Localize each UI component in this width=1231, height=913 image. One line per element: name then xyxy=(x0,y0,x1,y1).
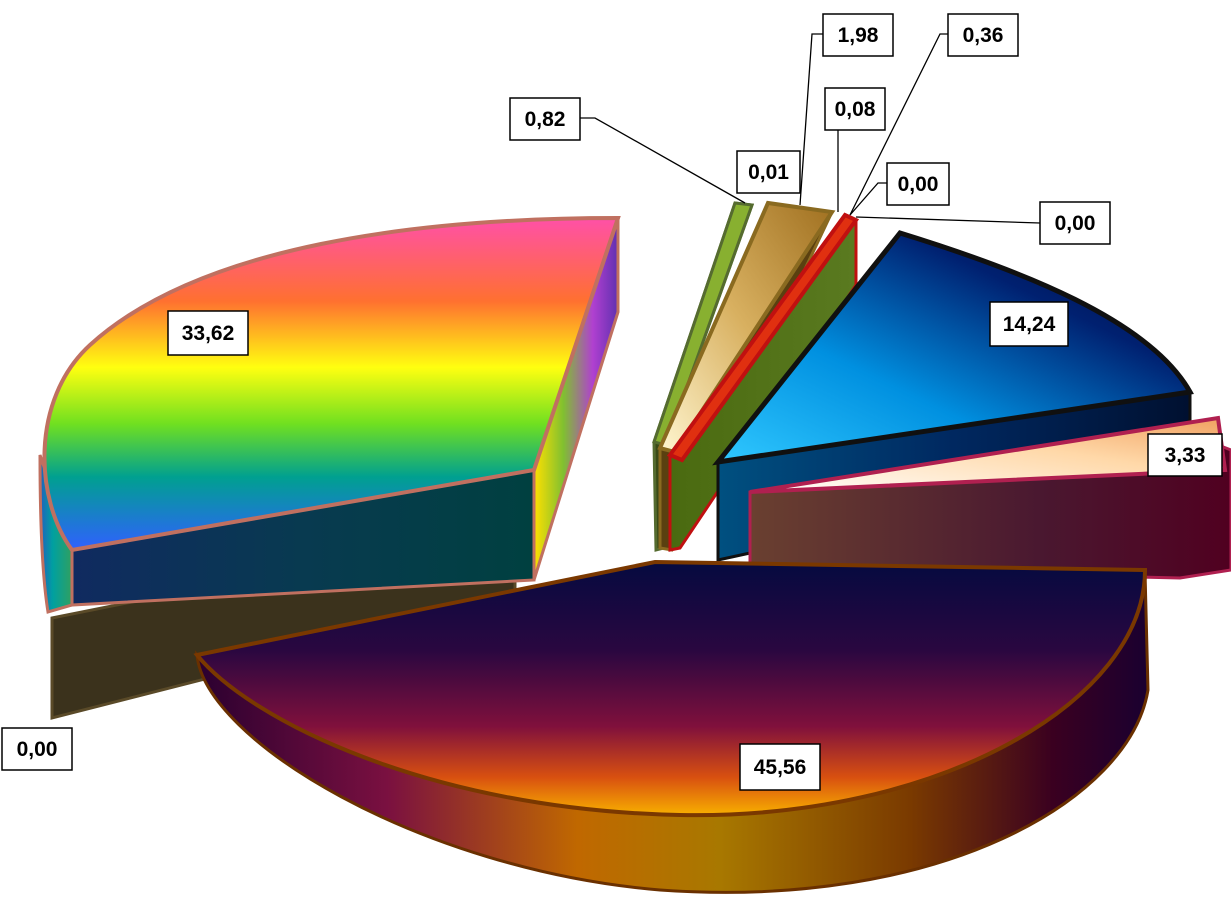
data-label-text: 0,00 xyxy=(1055,212,1096,235)
data-label-text: 0,01 xyxy=(748,161,789,184)
data-label-text: 0,82 xyxy=(525,108,566,131)
data-label-box xyxy=(1039,201,1111,245)
data-label-text: 0,00 xyxy=(17,738,58,761)
data-label-box xyxy=(736,150,801,194)
data-label-text: 0,08 xyxy=(835,98,876,121)
slice-33-62 xyxy=(38,215,621,614)
data-label-box xyxy=(824,87,886,131)
data-label-2: 33,62 xyxy=(167,310,249,356)
data-labels: 45,56 0,00 33,62 0,82 0,01 1,98 0,08 0,36 0,00 0,… xyxy=(1,13,1223,791)
data-label-box xyxy=(989,301,1069,347)
data-label-5: 1,98 xyxy=(822,13,894,57)
data-label-text: 0,00 xyxy=(898,173,939,196)
data-label-text: 33,62 xyxy=(182,322,235,345)
data-label-6: 0,08 xyxy=(824,87,886,131)
data-label-box xyxy=(947,13,1019,57)
data-label-text: 45,56 xyxy=(754,756,807,779)
data-label-9: 0,00 xyxy=(1039,201,1111,245)
data-label-4: 0,01 xyxy=(736,150,801,194)
data-label-11: 3,33 xyxy=(1147,433,1223,477)
data-label-box xyxy=(167,310,249,356)
data-label-10: 14,24 xyxy=(989,301,1069,347)
data-label-8: 0,00 xyxy=(886,162,950,206)
data-label-text: 3,33 xyxy=(1165,444,1206,467)
data-label-box xyxy=(739,743,821,791)
slice-45-56 xyxy=(193,559,1150,894)
data-label-box xyxy=(509,97,581,141)
leader-lines xyxy=(580,33,1041,224)
data-label-box xyxy=(1147,433,1223,477)
data-label-0: 45,56 xyxy=(739,743,821,791)
data-label-3: 0,82 xyxy=(509,97,581,141)
data-label-1: 0,00 xyxy=(1,727,73,771)
data-label-text: 1,98 xyxy=(838,24,879,47)
data-label-box xyxy=(886,162,950,206)
data-label-text: 0,36 xyxy=(963,24,1004,47)
data-label-text: 14,24 xyxy=(1003,313,1056,336)
data-label-box xyxy=(1,727,73,771)
data-label-7: 0,36 xyxy=(947,13,1019,57)
data-label-box xyxy=(822,13,894,57)
